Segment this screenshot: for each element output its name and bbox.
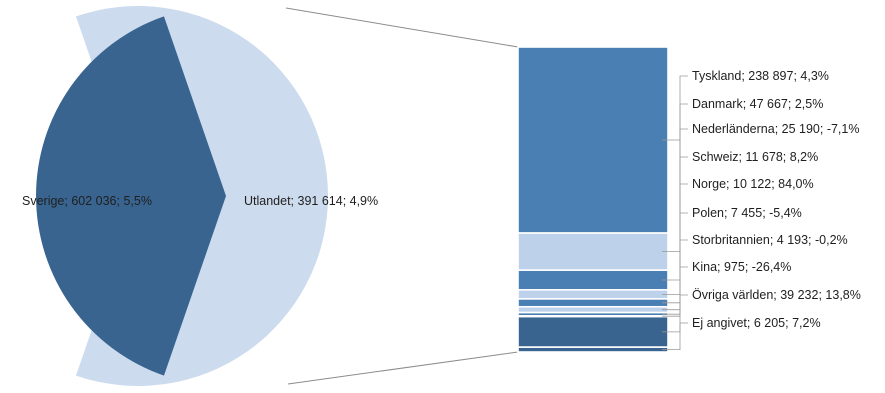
leader-line-kina: [662, 266, 688, 317]
leader-line-ej-angivet: [662, 322, 688, 351]
bar-segment-norge: [517, 298, 669, 308]
bar-label-storbritannien: Storbritannien; 4 193; -0,2%: [692, 233, 848, 247]
bar-segment-schweiz: [517, 288, 669, 300]
bar-label-schweiz: Schweiz; 11 678; 8,2%: [692, 150, 818, 164]
bar-label-polen: Polen; 7 455; -5,4%: [692, 206, 802, 220]
bar-segment-tyskland: [517, 46, 669, 234]
bar-segment-polen: [517, 305, 669, 314]
breakdown-bar: [517, 46, 669, 353]
connector-lines: [285, 7, 519, 385]
bar-segment-ovriga-varlden: [517, 315, 669, 348]
connector-line-bottom: [287, 351, 519, 385]
bar-segment-ej-angivet: [517, 346, 669, 353]
bar-label-danmark: Danmark; 47 667; 2,5%: [692, 97, 823, 111]
pie-label-utlandet: Utlandet; 391 614; 4,9%: [244, 194, 378, 208]
pie-slice-utlandet: [36, 16, 226, 376]
bar-label-ovriga-varlden: Övriga världen; 39 232; 13,8%: [692, 288, 861, 302]
bar-label-norge: Norge; 10 122; 84,0%: [692, 177, 814, 191]
bar-segment-danmark: [517, 232, 669, 271]
bar-label-kina: Kina; 975; -26,4%: [692, 260, 791, 274]
bar-label-nederlanderna: Nederländerna; 25 190; -7,1%: [692, 122, 859, 136]
leader-line-ovriga-varlden: [662, 294, 688, 333]
bar-segment-nederlanderna: [517, 269, 669, 291]
connector-line-top: [285, 7, 519, 48]
pie-label-sverige: Sverige; 602 036; 5,5%: [22, 194, 152, 208]
pie: Sverige; 602 036; 5,5% Utlandet; 391 614;…: [22, 6, 378, 387]
breakdown-labels: Tyskland; 238 897; 4,3% Danmark; 47 667; …: [662, 69, 861, 351]
bar-label-ej-angivet: Ej angivet; 6 205; 7,2%: [692, 316, 821, 330]
bar-label-tyskland: Tyskland; 238 897; 4,3%: [692, 69, 829, 83]
